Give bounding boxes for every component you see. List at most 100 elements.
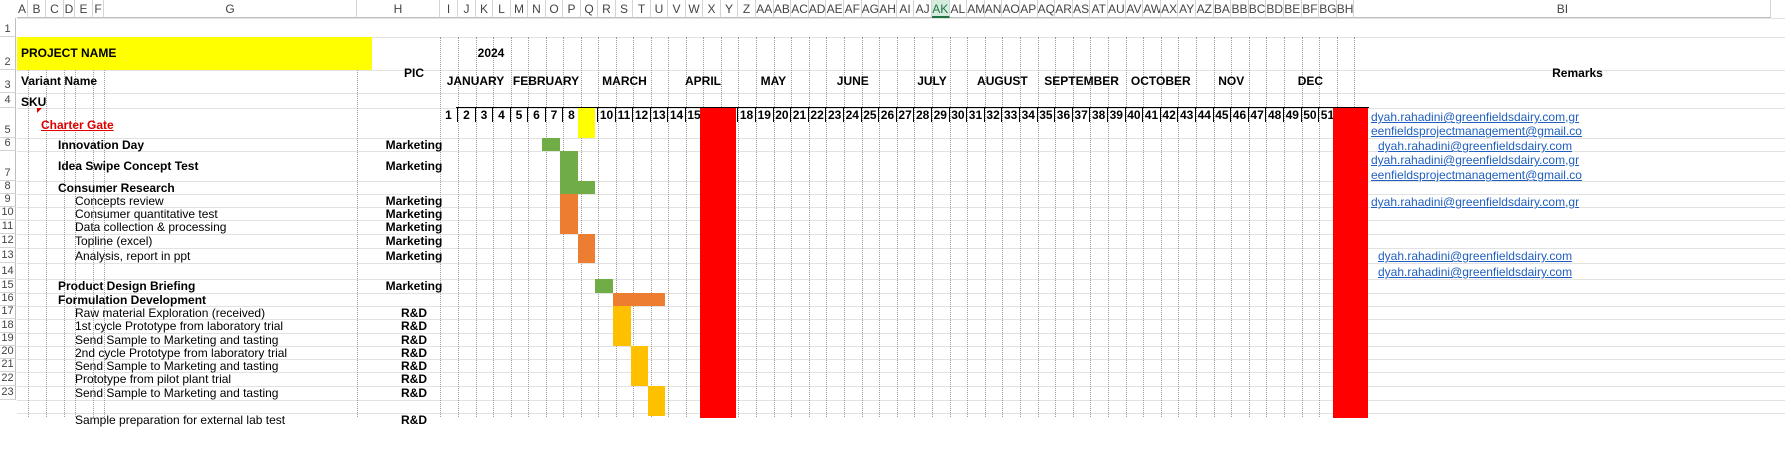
column-header-bg[interactable]: BG xyxy=(1319,0,1337,18)
prototype-2-bar[interactable] xyxy=(631,346,648,386)
week-number-cell[interactable]: 14 xyxy=(668,108,686,122)
task-label[interactable]: Consumer quantitative test xyxy=(75,207,218,221)
column-header-ao[interactable]: AO xyxy=(1002,0,1020,18)
week-number-cell[interactable]: 5 xyxy=(511,108,528,122)
row-header-20[interactable]: 20 xyxy=(0,345,16,359)
week-number-cell[interactable]: 18 xyxy=(738,108,756,122)
column-header-k[interactable]: K xyxy=(476,0,493,18)
column-header-l[interactable]: L xyxy=(493,0,511,18)
column-header-ag[interactable]: AG xyxy=(861,0,880,18)
column-header-e[interactable]: E xyxy=(75,0,93,18)
column-header-n[interactable]: N xyxy=(528,0,546,18)
row-header-18[interactable]: 18 xyxy=(0,319,16,333)
week-number-cell[interactable]: 41 xyxy=(1143,108,1161,122)
column-header-ap[interactable]: AP xyxy=(1020,0,1038,18)
column-header-aa[interactable]: AA xyxy=(756,0,774,18)
week-number-cell[interactable]: 47 xyxy=(1249,108,1267,122)
column-header-ay[interactable]: AY xyxy=(1178,0,1196,18)
column-header-r[interactable]: R xyxy=(598,0,616,18)
row-header-6[interactable]: 6 xyxy=(0,137,16,151)
column-header-u[interactable]: U xyxy=(651,0,668,18)
formulation-bar[interactable] xyxy=(613,293,665,306)
column-header-bb[interactable]: BB xyxy=(1231,0,1249,18)
column-header-s[interactable]: S xyxy=(616,0,633,18)
gate-bar[interactable] xyxy=(578,108,595,138)
remark-email-link[interactable]: eenfieldsprojectmanagement@gmail.co xyxy=(1371,168,1582,182)
task-label[interactable]: 2nd cycle Prototype from laboratory tria… xyxy=(75,346,288,360)
column-header-x[interactable]: X xyxy=(703,0,721,18)
row-header-9[interactable]: 9 xyxy=(0,193,16,207)
column-header-j[interactable]: J xyxy=(458,0,476,18)
column-header-be[interactable]: BE xyxy=(1284,0,1302,18)
row-header-5[interactable]: 5 xyxy=(0,108,16,138)
week-number-cell[interactable]: 40 xyxy=(1126,108,1144,122)
row-header-22[interactable]: 22 xyxy=(0,372,16,386)
week-number-cell[interactable]: 37 xyxy=(1073,108,1091,122)
idea-swipe-bar[interactable] xyxy=(560,151,578,181)
week-number-cell[interactable]: 22 xyxy=(809,108,827,122)
week-number-cell[interactable]: 33 xyxy=(1002,108,1020,122)
row-header-17[interactable]: 17 xyxy=(0,305,16,319)
column-header-au[interactable]: AU xyxy=(1108,0,1126,18)
column-header-f[interactable]: F xyxy=(93,0,104,18)
remark-email-link[interactable]: dyah.rahadini@greenfieldsdairy.com,gr xyxy=(1371,153,1580,167)
column-header-o[interactable]: O xyxy=(546,0,563,18)
column-header-ba[interactable]: BA xyxy=(1213,0,1232,18)
column-header-v[interactable]: V xyxy=(668,0,686,18)
pic-value[interactable]: R&D xyxy=(401,306,427,320)
column-header-g[interactable]: G xyxy=(104,0,357,18)
pic-value[interactable]: R&D xyxy=(401,386,427,400)
week-number-cell[interactable]: 26 xyxy=(879,108,897,122)
analysis-report-bar[interactable] xyxy=(578,234,595,263)
row-header-11[interactable]: 11 xyxy=(0,220,16,234)
week-number-cell[interactable]: 4 xyxy=(493,108,511,122)
week-number-cell[interactable]: 6 xyxy=(528,108,546,122)
row-header-14[interactable]: 14 xyxy=(0,263,16,279)
week-number-cell[interactable]: 43 xyxy=(1178,108,1196,122)
column-header-y[interactable]: Y xyxy=(721,0,738,18)
task-label[interactable]: Analysis, report in ppt xyxy=(75,248,191,263)
column-header-as[interactable]: AS xyxy=(1072,0,1091,18)
project-name-cell[interactable] xyxy=(17,37,372,70)
column-header-t[interactable]: T xyxy=(633,0,651,18)
week-number-cell[interactable]: 38 xyxy=(1090,108,1108,122)
column-header-c[interactable]: C xyxy=(46,0,64,18)
column-header-h[interactable]: H xyxy=(357,0,440,18)
column-header-z[interactable]: Z xyxy=(738,0,756,18)
row-header-19[interactable]: 19 xyxy=(0,332,16,346)
week-number-cell[interactable]: 49 xyxy=(1284,108,1302,122)
week-number-cell[interactable]: 12 xyxy=(633,108,651,122)
row-header-16[interactable]: 16 xyxy=(0,292,16,306)
column-header-m[interactable]: M xyxy=(511,0,528,18)
week-number-cell[interactable]: 39 xyxy=(1108,108,1126,122)
week-number-cell[interactable]: 10 xyxy=(598,108,616,122)
pic-value[interactable]: Marketing xyxy=(385,248,443,263)
week-number-cell[interactable]: 50 xyxy=(1302,108,1320,122)
pic-value[interactable]: R&D xyxy=(401,333,427,347)
row-header-2[interactable]: 2 xyxy=(0,37,16,70)
pic-value[interactable]: Marketing xyxy=(385,207,443,221)
task-label[interactable]: Data collection & processing xyxy=(75,220,227,234)
pic-value[interactable]: Marketing xyxy=(385,234,443,248)
april-milestone-bar[interactable] xyxy=(700,108,736,418)
week-number-cell[interactable]: 29 xyxy=(932,108,950,122)
week-number-cell[interactable]: 44 xyxy=(1196,108,1214,122)
task-label[interactable]: Prototype from pilot plant trial xyxy=(75,372,232,386)
consumer-research-bar[interactable] xyxy=(560,181,595,194)
task-label[interactable]: Product Design Briefing xyxy=(58,279,196,293)
column-header-bh[interactable]: BH xyxy=(1336,0,1355,18)
column-header-af[interactable]: AF xyxy=(844,0,862,18)
column-header-ak[interactable]: AK xyxy=(932,0,950,18)
week-number-cell[interactable]: 20 xyxy=(774,108,792,122)
task-label[interactable]: Send Sample to Marketing and tasting xyxy=(75,386,279,400)
task-label[interactable]: Topline (excel) xyxy=(75,234,153,248)
remark-email-link[interactable]: dyah.rahadini@greenfieldsdairy.com,gr xyxy=(1371,195,1580,209)
week-number-cell[interactable]: 35 xyxy=(1038,108,1056,122)
task-label[interactable]: Innovation Day xyxy=(58,138,145,152)
column-header-ai[interactable]: AI xyxy=(896,0,915,18)
column-header-ac[interactable]: AC xyxy=(791,0,809,18)
column-header-b[interactable]: B xyxy=(28,0,46,18)
remark-email-link[interactable]: dyah.rahadini@greenfieldsdairy.com xyxy=(1378,265,1573,279)
column-header-q[interactable]: Q xyxy=(581,0,598,18)
column-header-p[interactable]: P xyxy=(563,0,581,18)
